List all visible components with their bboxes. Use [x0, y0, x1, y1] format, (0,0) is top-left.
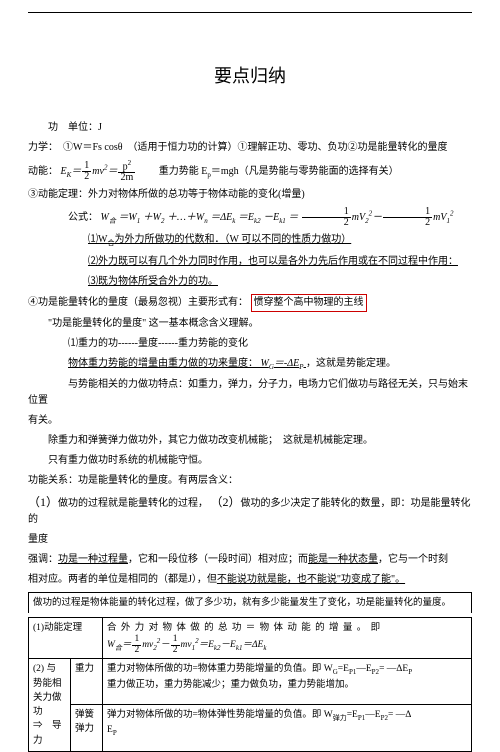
r2a: 重力对物体所做的功=物体重力势能增量的负值。即 W — [107, 664, 333, 674]
l12a: 物体重力势能的增量由重力做的功来量度： — [68, 358, 258, 369]
line-kinetic: 动能： EK＝12mv2＝p22m 重力势能 Ep＝mgh（凡是势能与零势能面的… — [28, 160, 472, 183]
line-energy: ④功是能量转化的量度（最易忽视）主要形式有： 惯穿整个高中物理的主线 — [28, 294, 472, 312]
top-rule — [28, 12, 472, 13]
wn: ＋…＋W — [167, 212, 204, 223]
p2: （2） — [211, 495, 241, 509]
c12-l1: 合 外 力 对 物 体 做 的 总 功 ＝ 物 体 动 能 的 增 量 。 即 — [107, 621, 467, 635]
line-formula: 公式： W合 ＝W1 ＋W2 ＋…＋Wn ＝ΔEk ＝Ek2 －Ek1 ＝ 12… — [28, 207, 472, 228]
l9a: ④功是能量转化的量度（最易忽视）主要形式有： — [28, 297, 248, 308]
cell-1-1: (1)动能定理 — [29, 618, 103, 659]
n1b: 为外力所做功的代数和．（W 可以不同的性质力做功） — [114, 234, 351, 245]
l19c: ，它和一段位移（一段时间）相对应；而 — [128, 554, 308, 565]
line-two: （1）做功的过程就是能量转化的过程， （2）做功的多少决定了能转化的数量，即：功… — [28, 493, 472, 528]
ek1: －E — [263, 212, 279, 223]
line-note3: ⑶既为物体所受合外力的功。 — [28, 274, 472, 290]
text-ep: ＝mgh（凡是势能与零势能面的选择有关） — [211, 166, 399, 177]
summary-table: (1)动能定理 合 外 力 对 物 体 做 的 总 功 ＝ 物 体 动 能 的 … — [28, 617, 472, 752]
line-emphasis: 强调：功是一种过程量，它和一段位移（一段时间）相对应；而能是一种状态量，它与一个… — [28, 552, 472, 568]
line-mech: 除重力和弹簧弹力做功外，其它力做功改变机械能； 这就是机械能定理。 — [28, 433, 472, 449]
r2e: —E — [356, 664, 371, 674]
arrow-icon: ⇒ — [33, 721, 43, 731]
l19b: 功是一种过程量 — [58, 554, 128, 565]
line-pe-feature: 与势能相关的力做功特点：如重力，弹力，分子力，电场力它们做功与路径无关，只与始末… — [28, 377, 472, 409]
cell-2-3: 重力对物体所做的功=物体重力势能增量的负值。即 WG=EP1—EP2= —ΔEP… — [103, 659, 472, 705]
r3c: =E — [347, 710, 358, 720]
cell-2-2: 重力 — [71, 659, 103, 705]
r3b: 弹力 — [333, 714, 347, 722]
r2f: P2 — [372, 668, 379, 676]
l19a: 强调： — [28, 554, 58, 565]
line-concept: "功是能量转化的量度" 这一基本概念含义理解。 — [28, 316, 472, 332]
line-mechanics: 力学： ①W＝Fs cosθ （适用于恒力功的计算）①理解正功、零功、负功②功是… — [28, 140, 472, 156]
red-box: 惯穿整个高中物理的主线 — [251, 294, 367, 312]
line-two2: 量度 — [28, 532, 472, 548]
label-formula: 公式： — [68, 212, 98, 223]
cell-3-3: 弹力对物体所做的功=物体弹性势能增量的负值。即 W弹力=EP1—EP2= —Δ … — [103, 704, 472, 751]
c12-l2: W合＝12mv22－12mv12＝Ek2－Ek1＝ΔEk — [107, 635, 467, 655]
table-row: (2) 与 势能相关力做功 ⇒ 导 力 重力 重力对物体所做的功=物体重力势能增… — [29, 659, 472, 705]
l12b: W — [261, 358, 269, 369]
note1-text: ⑴W合为外力所做功的代数和．（W 可以不同的性质力做功） — [88, 234, 351, 245]
w1: ＝W — [118, 212, 136, 223]
cell-1-2: 合 外 力 对 物 体 做 的 总 功 ＝ 物 体 动 能 的 增 量 。 即 … — [103, 618, 472, 659]
line-pe-feature2: 有关。 — [28, 413, 472, 429]
note2-text: ⑵外力既可以有几个外力同时作用，也可以是各外力先后作用或在不同过程中作用： — [88, 256, 458, 267]
table-row: (1)动能定理 合 外 力 对 物 体 做 的 总 功 ＝ 物 体 动 能 的 … — [29, 618, 472, 659]
r3i: P — [113, 729, 117, 737]
line-theorem: ③动能定理：外力对物体所做的总功等于物体动能的变化(增量) — [28, 187, 472, 203]
line-unit: 功 单位：J — [28, 120, 472, 136]
cell-2-1: (2) 与 势能相关力做功 ⇒ 导 力 — [29, 659, 71, 752]
l19d: 能是一种状态量 — [308, 554, 378, 565]
w: W — [101, 212, 109, 223]
l12c: ＝-ΔE — [274, 358, 299, 369]
w2: ＋W — [143, 212, 161, 223]
l18b: 做功的过程就是能量转化的过程， — [58, 498, 208, 509]
p1: （1） — [28, 495, 58, 509]
line-conserve: 只有重力做功时系统的机械能守恒。 — [28, 453, 472, 469]
pe-underlined: 物体重力势能的增量由重力做的功来量度： WG＝-ΔEP — [68, 358, 306, 369]
line-emphasis2: 相对应。两者的单位是相同的（都是J），但不能说功就是能，也不能说"功变成了能"。 — [28, 572, 472, 588]
formula-ek: EK＝12mv2＝p22m — [61, 166, 137, 177]
n1a: ⑴W — [88, 234, 107, 245]
table-intro: 做功的过程是物体能量的转化过程，做了多少功，就有多少能量发生了变化，功是能量转化… — [28, 592, 472, 613]
r3a: 弹力对物体所做的功=物体弹性势能增量的负值。即 W — [107, 710, 333, 720]
r3d: P1 — [358, 714, 365, 722]
ek2: ＝E — [238, 212, 254, 223]
label-kinetic: 动能： — [28, 166, 58, 177]
note3-text: ⑶既为物体所受合外力的功。 — [88, 276, 218, 287]
l12d: ，这就是势能定理。 — [306, 358, 396, 369]
dek: ＝ΔE — [210, 212, 232, 223]
page-title: 要点归纳 — [28, 63, 472, 90]
eq: ＝ — [288, 212, 298, 223]
r2h: P — [408, 668, 412, 676]
cell-3-2: 弹簧弹力 — [71, 704, 103, 751]
table-row: 弹簧弹力 弹力对物体所做的功=物体弹性势能增量的负值。即 W弹力=EP1—EP2… — [29, 704, 472, 751]
line-note1: ⑴W合为外力所做功的代数和．（W 可以不同的性质力做功） — [28, 232, 472, 249]
r2g: = —ΔE — [379, 664, 408, 674]
r2l2: 重力做正功，重力势能减少；重力做负功，重力势能增加。 — [107, 680, 354, 690]
line-relation: 功能关系：功是能量转化的量度。有两层含义： — [28, 473, 472, 489]
r3f: P2 — [381, 714, 388, 722]
l19e: ，它与一个时刻 — [378, 554, 448, 565]
line-note2: ⑵外力既可以有几个外力同时作用，也可以是各外力先后作用或在不同过程中作用： — [28, 254, 472, 270]
l20a: 相对应。两者的单位是相同的（都是J），但 — [28, 574, 217, 585]
formula-w: W合 ＝W1 ＋W2 ＋…＋Wn ＝ΔEk ＝Ek2 －Ek1 ＝ 12mV22… — [101, 212, 454, 223]
r2c: =E — [338, 664, 349, 674]
t_r2c1: (2) 与 势能相关力做功 — [33, 664, 62, 717]
line-gravity: ⑴重力的功------量度------重力势能的变化 — [28, 336, 472, 352]
line-pe: 物体重力势能的增量由重力做的功来量度： WG＝-ΔEP ，这就是势能定理。 — [28, 356, 472, 373]
r3e: —E — [365, 710, 380, 720]
l20b: 不能说功就是能，也不能说"功变成了能"。 — [217, 574, 405, 585]
r3g: = —Δ — [388, 710, 411, 720]
label-ep: 重力势能 E — [159, 166, 208, 177]
